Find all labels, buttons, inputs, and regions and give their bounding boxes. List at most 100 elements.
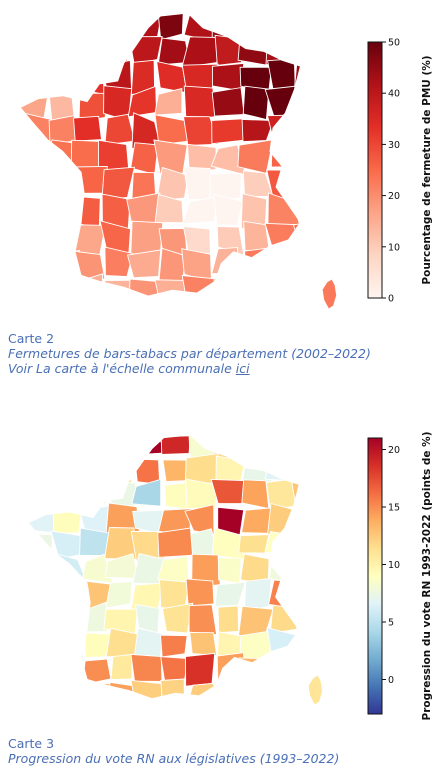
department-region [20,248,51,283]
colorbar-legend: 0 5 10 15 20 Progression du vote RN 1993-202… [367,432,433,721]
department-region [161,602,194,634]
department-region [28,633,60,661]
france-departments-map [19,12,338,310]
department-region [28,656,60,686]
department-region [44,12,81,38]
department-region [157,527,194,558]
department-region [130,142,159,175]
department-region [104,434,138,460]
department-region [28,480,60,512]
caption-label: Carte 3 [8,736,55,751]
department-region [30,557,54,584]
department-region [264,531,299,555]
department-region [20,226,49,256]
department-region [183,85,218,122]
department-region [294,582,300,609]
department-region [153,139,188,175]
department-region [218,677,243,699]
department-region [295,627,300,662]
department-region [157,12,184,41]
department-region [214,581,247,607]
colorbar-tick-label: 5 [388,618,394,629]
department-region [293,194,301,224]
department-region [28,434,57,460]
department-region [293,58,301,91]
department-region [20,192,51,225]
department-region [20,273,51,297]
department-region [130,679,163,699]
department-region [78,455,113,486]
department-region [181,195,220,225]
department-region [73,12,101,41]
department-region [126,249,162,279]
department-region [292,14,301,41]
department-region [57,604,83,636]
department-region [130,653,163,682]
corsica-region [307,674,324,706]
colorbar-tick-label: 10 [388,242,400,253]
caption-title: Fermetures de bars-tabacs par départemen… [8,346,371,361]
department-region [185,478,219,509]
department-region [292,250,301,276]
colorbar-tick-label: 50 [388,38,400,49]
department-region [130,220,164,256]
department-region [110,653,133,681]
department-region [185,578,215,607]
department-region [105,452,132,484]
colorbar-tick-label: 15 [388,503,400,514]
department-region [270,143,299,168]
department-region [243,679,274,699]
department-region [294,88,301,123]
department-region [269,654,299,687]
department-region [186,143,217,174]
department-region [272,247,301,278]
department-region [52,503,83,534]
department-region [53,455,82,487]
department-region [128,278,162,297]
department-region [50,551,87,586]
department-region [75,34,108,66]
department-region [79,434,112,462]
department-region [292,219,301,249]
department-region [241,479,270,510]
bar-closures-map: 0 10 20 30 40 50 Pourcentage de fermeture de … [0,0,440,330]
department-region [20,59,48,91]
department-region [209,172,242,201]
department-region [130,434,167,456]
department-region [50,579,86,609]
department-region [129,12,164,41]
rn-vote-map: 0 5 10 15 20 Progression du vote RN 1993-202… [0,420,440,740]
colorbar-tick-label: 0 [388,294,394,305]
department-region [105,581,133,609]
department-region [189,631,218,657]
department-region [45,139,76,169]
department-region [269,275,300,297]
department-region [43,31,77,63]
department-region [57,482,87,510]
department-region [217,557,242,585]
department-region [239,630,274,661]
department-region [242,85,270,121]
department-region [20,12,53,38]
department-region [28,677,58,699]
department-region [293,33,301,67]
colorbar-tick-label: 40 [388,89,400,100]
department-region [211,87,245,117]
department-region [73,115,103,142]
colorbar-title: Progression du vote RN 1993-2022 (points… [421,432,433,721]
caption-note: Voir La carte à l'échelle communale ici [8,361,250,376]
department-region [82,658,112,686]
department-region [293,275,301,297]
department-region [290,479,300,510]
communal-map-link[interactable]: ici [235,361,250,376]
department-region [264,434,300,459]
department-region [20,168,51,195]
department-region [211,118,247,145]
department-region [98,31,128,65]
department-region [104,246,134,278]
colorbar-tick-label: 10 [388,560,400,571]
department-region [50,629,85,659]
department-region [43,278,81,297]
colorbar-tick-label: 30 [388,140,400,151]
department-region [243,434,273,463]
